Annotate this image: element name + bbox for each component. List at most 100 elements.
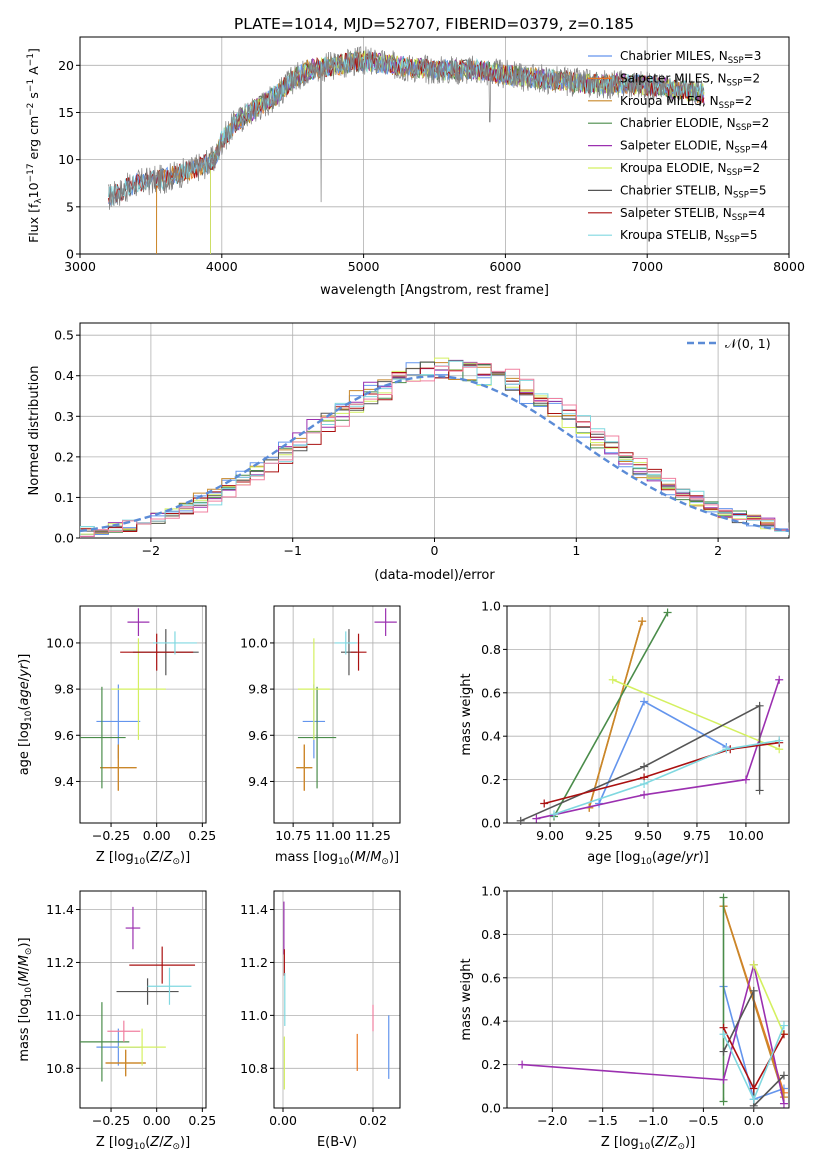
x-axis-label: E(B-V) — [317, 1135, 357, 1150]
mass-weight-line — [753, 964, 785, 1035]
mass-weight-point — [755, 786, 764, 795]
x-tick-label: 10.00 — [728, 828, 764, 843]
y-tick-label: 0.8 — [481, 642, 501, 657]
mass-weight-point — [550, 810, 558, 819]
mass-weight-point — [719, 1097, 728, 1106]
y-axis-label: mass weight — [459, 673, 474, 755]
x-tick-label: −1.0 — [638, 1113, 668, 1128]
legend-label: Chabrier STELIB, NSSP=5 — [620, 183, 767, 200]
y-tick-label: 20 — [58, 58, 74, 73]
y-tick-label: 9.6 — [248, 728, 268, 743]
x-axis-label: age [log10(age/yr)] — [587, 850, 709, 867]
x-tick-label: 9.25 — [585, 828, 613, 843]
axes-frame — [506, 890, 790, 1109]
mass-weight-point — [532, 814, 541, 823]
x-tick-label: −2.0 — [537, 1113, 567, 1128]
mass-weight-point — [640, 790, 649, 799]
x-axis-label: (data-model)/error — [374, 568, 495, 583]
panel-mass-weight-vs-age: 9.00 9.25 9.50 9.75 10.00 0.0 0.2 0.4 0.6 0.8 1.0 a… — [459, 599, 790, 867]
figure-title: PLATE=1014, MJD=52707, FIBERID=0379, z=0… — [234, 15, 634, 33]
y-tick-label: 10.8 — [46, 1061, 74, 1076]
legend-label: Salpeter MILES, NSSP=2 — [620, 71, 760, 88]
legend-label: Chabrier ELODIE, NSSP=2 — [620, 116, 769, 133]
y-tick-label: 5 — [66, 199, 74, 214]
y-tick-label: 10.8 — [240, 1061, 268, 1076]
x-tick-label: 0.0 — [744, 1113, 764, 1128]
legend-label: Kroupa MILES, NSSP=2 — [620, 94, 752, 111]
y-tick-label: 9.8 — [248, 682, 268, 697]
x-axis-label: Z [log10(Z/Z⊙)] — [96, 850, 190, 867]
mass-weight-line — [553, 612, 669, 817]
mass-weight-point — [638, 617, 647, 626]
y-tick-label: 0.6 — [481, 970, 501, 985]
y-tick-label: 0.5 — [54, 328, 74, 343]
x-tick-label: 0.02 — [359, 1113, 387, 1128]
mass-weight-point — [719, 893, 728, 902]
mass-weight-point — [640, 697, 649, 706]
x-tick-label: −0.25 — [92, 828, 130, 843]
x-tick-label: 0.25 — [188, 828, 216, 843]
panel-mass-weight-vs-Z: −2.0 −1.5 −1.0 −0.5 0.0 0.0 0.2 0.4 0.6 0.8 1.0 Z [… — [459, 884, 790, 1152]
legend-label: Chabrier MILES, NSSP=3 — [620, 49, 761, 66]
axes-frame — [273, 605, 401, 824]
y-tick-label: 9.6 — [54, 728, 74, 743]
mass-weight-point — [663, 608, 672, 617]
mass-weight-line — [543, 741, 780, 805]
panel-residuals: −2 −1 0 1 2 0.0 0.1 0.2 0.3 0.4 0.5 𝒩(0, 1) (data-mo… — [27, 322, 790, 583]
y-tick-label: 0.2 — [481, 772, 501, 787]
y-tick-label: 9.4 — [248, 774, 268, 789]
y-tick-label: 10 — [58, 152, 74, 167]
x-tick-label: 9.75 — [683, 828, 711, 843]
y-tick-label: 11.4 — [46, 902, 74, 917]
y-tick-label: 0.1 — [54, 490, 74, 505]
mass-weight-line — [588, 620, 643, 809]
normal-curve — [80, 374, 789, 533]
y-tick-label: 11.2 — [240, 955, 268, 970]
x-tick-label: 0 — [431, 543, 439, 558]
mass-weight-point — [755, 701, 764, 710]
y-tick-label: 9.8 — [54, 682, 74, 697]
x-tick-label: −1 — [283, 543, 301, 558]
mass-weight-point — [749, 1095, 758, 1104]
x-tick-label: 11.25 — [355, 828, 391, 843]
x-axis-label: wavelength [Angstrom, rest frame] — [320, 283, 549, 298]
panel-mass-vs-ebv: 0.00 0.02 10.8 11.0 11.2 11.4 E(B-V) — [240, 890, 401, 1150]
axes-frame — [273, 890, 401, 1109]
x-axis-label: Z [log10(Z/Z⊙)] — [601, 1135, 695, 1152]
histogram-step — [80, 363, 789, 538]
y-tick-label: 0.4 — [54, 368, 74, 383]
legend-label: Salpeter ELODIE, NSSP=4 — [620, 139, 768, 156]
panel-mass-vs-Z: −0.25 0.00 0.25 10.8 11.0 11.2 11.4 Z [log10(Z/… — [17, 890, 216, 1152]
chart-panels: 3000 4000 5000 6000 7000 800005101520Chabrier… — [17, 36, 805, 1152]
x-axis-label: Z [log10(Z/Z⊙)] — [96, 1135, 190, 1152]
axes-frame — [506, 605, 790, 824]
mass-weight-point — [749, 986, 758, 995]
mass-weight-point — [779, 1021, 788, 1030]
y-axis-label: Normed distribution — [27, 366, 42, 496]
mass-weight-point — [779, 1071, 788, 1080]
y-tick-label: 0.2 — [54, 449, 74, 464]
axes-frame — [79, 605, 207, 824]
x-tick-label: −0.5 — [688, 1113, 718, 1128]
legend-label: 𝒩(0, 1) — [725, 336, 771, 351]
panel-age-vs-mass: 10.75 11.00 11.25 9.4 9.6 9.8 10.0 mass [log10(… — [240, 605, 401, 867]
y-tick-label: 1.0 — [481, 599, 501, 614]
y-tick-label: 11.4 — [240, 902, 268, 917]
mass-weight-point — [640, 762, 649, 771]
y-tick-label: 0.4 — [481, 729, 501, 744]
y-tick-label: 0.0 — [481, 816, 501, 831]
mass-weight-point — [775, 736, 784, 745]
mass-weight-point — [640, 779, 649, 788]
x-tick-label: 7000 — [631, 259, 663, 274]
y-tick-label: 0.0 — [481, 1101, 501, 1116]
mass-weight-line — [598, 700, 727, 804]
x-tick-label: 0.25 — [188, 1113, 216, 1128]
y-tick-label: 0.3 — [54, 409, 74, 424]
x-tick-label: 8000 — [773, 259, 805, 274]
mass-weight-point — [741, 775, 750, 784]
spectrum-data-line — [108, 46, 705, 210]
x-axis-label: mass [log10(M/M⊙)] — [275, 850, 399, 867]
mass-weight-line — [612, 679, 780, 750]
x-tick-label: 0.00 — [143, 1113, 171, 1128]
axes-frame — [79, 890, 207, 1109]
